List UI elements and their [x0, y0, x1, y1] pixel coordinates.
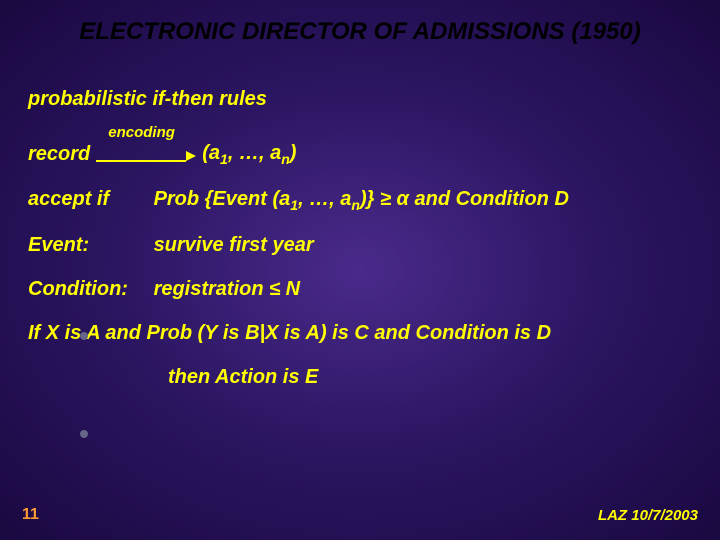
condition-rhs: registration ≤ N [154, 278, 301, 300]
event-rhs: survive first year [154, 234, 314, 256]
subscript: 1 [220, 151, 228, 167]
condition-label: Condition: [28, 276, 148, 302]
subscript: n [351, 197, 360, 213]
rule-then: then Action is E [28, 364, 700, 390]
slide-title: ELECTRONIC DIRECTOR OF ADMISSIONS (1950) [0, 0, 720, 46]
text: , …, a [298, 188, 351, 210]
subscript: n [281, 151, 290, 167]
accept-label: accept if [28, 186, 148, 212]
event-row: Event: survive first year [28, 232, 700, 258]
text: , …, a [228, 142, 281, 164]
record-row: record encoding (a1, …, an) [28, 140, 700, 168]
rule-line: If X is A and Prob (Y is B|X is A) is C … [28, 320, 700, 346]
arrow-label: encoding [108, 123, 175, 143]
accept-rhs: Prob {Event (a1, …, an)} ≥ α and Conditi… [154, 188, 569, 210]
accept-row: accept if Prob {Event (a1, …, an)} ≥ α a… [28, 186, 700, 214]
arrow-head-icon [186, 151, 196, 161]
bullet-icon [80, 430, 88, 438]
bullet-icon [80, 332, 88, 340]
text: (a [202, 142, 220, 164]
text: Prob {Event (a [154, 188, 291, 210]
footer-date: LAZ 10/7/2003 [598, 507, 698, 524]
subtitle: probabilistic if-then rules [28, 86, 700, 112]
condition-row: Condition: registration ≤ N [28, 276, 700, 302]
record-rhs: (a1, …, an) [202, 140, 296, 168]
event-label: Event: [28, 232, 148, 258]
record-label: record [28, 141, 90, 167]
page-number: 11 [22, 506, 39, 524]
text: ) [290, 142, 297, 164]
subscript: 1 [290, 197, 298, 213]
encoding-arrow: encoding [96, 141, 202, 167]
text: )} ≥ α and Condition D [360, 188, 569, 210]
slide-content: probabilistic if-then rules record encod… [0, 46, 720, 390]
